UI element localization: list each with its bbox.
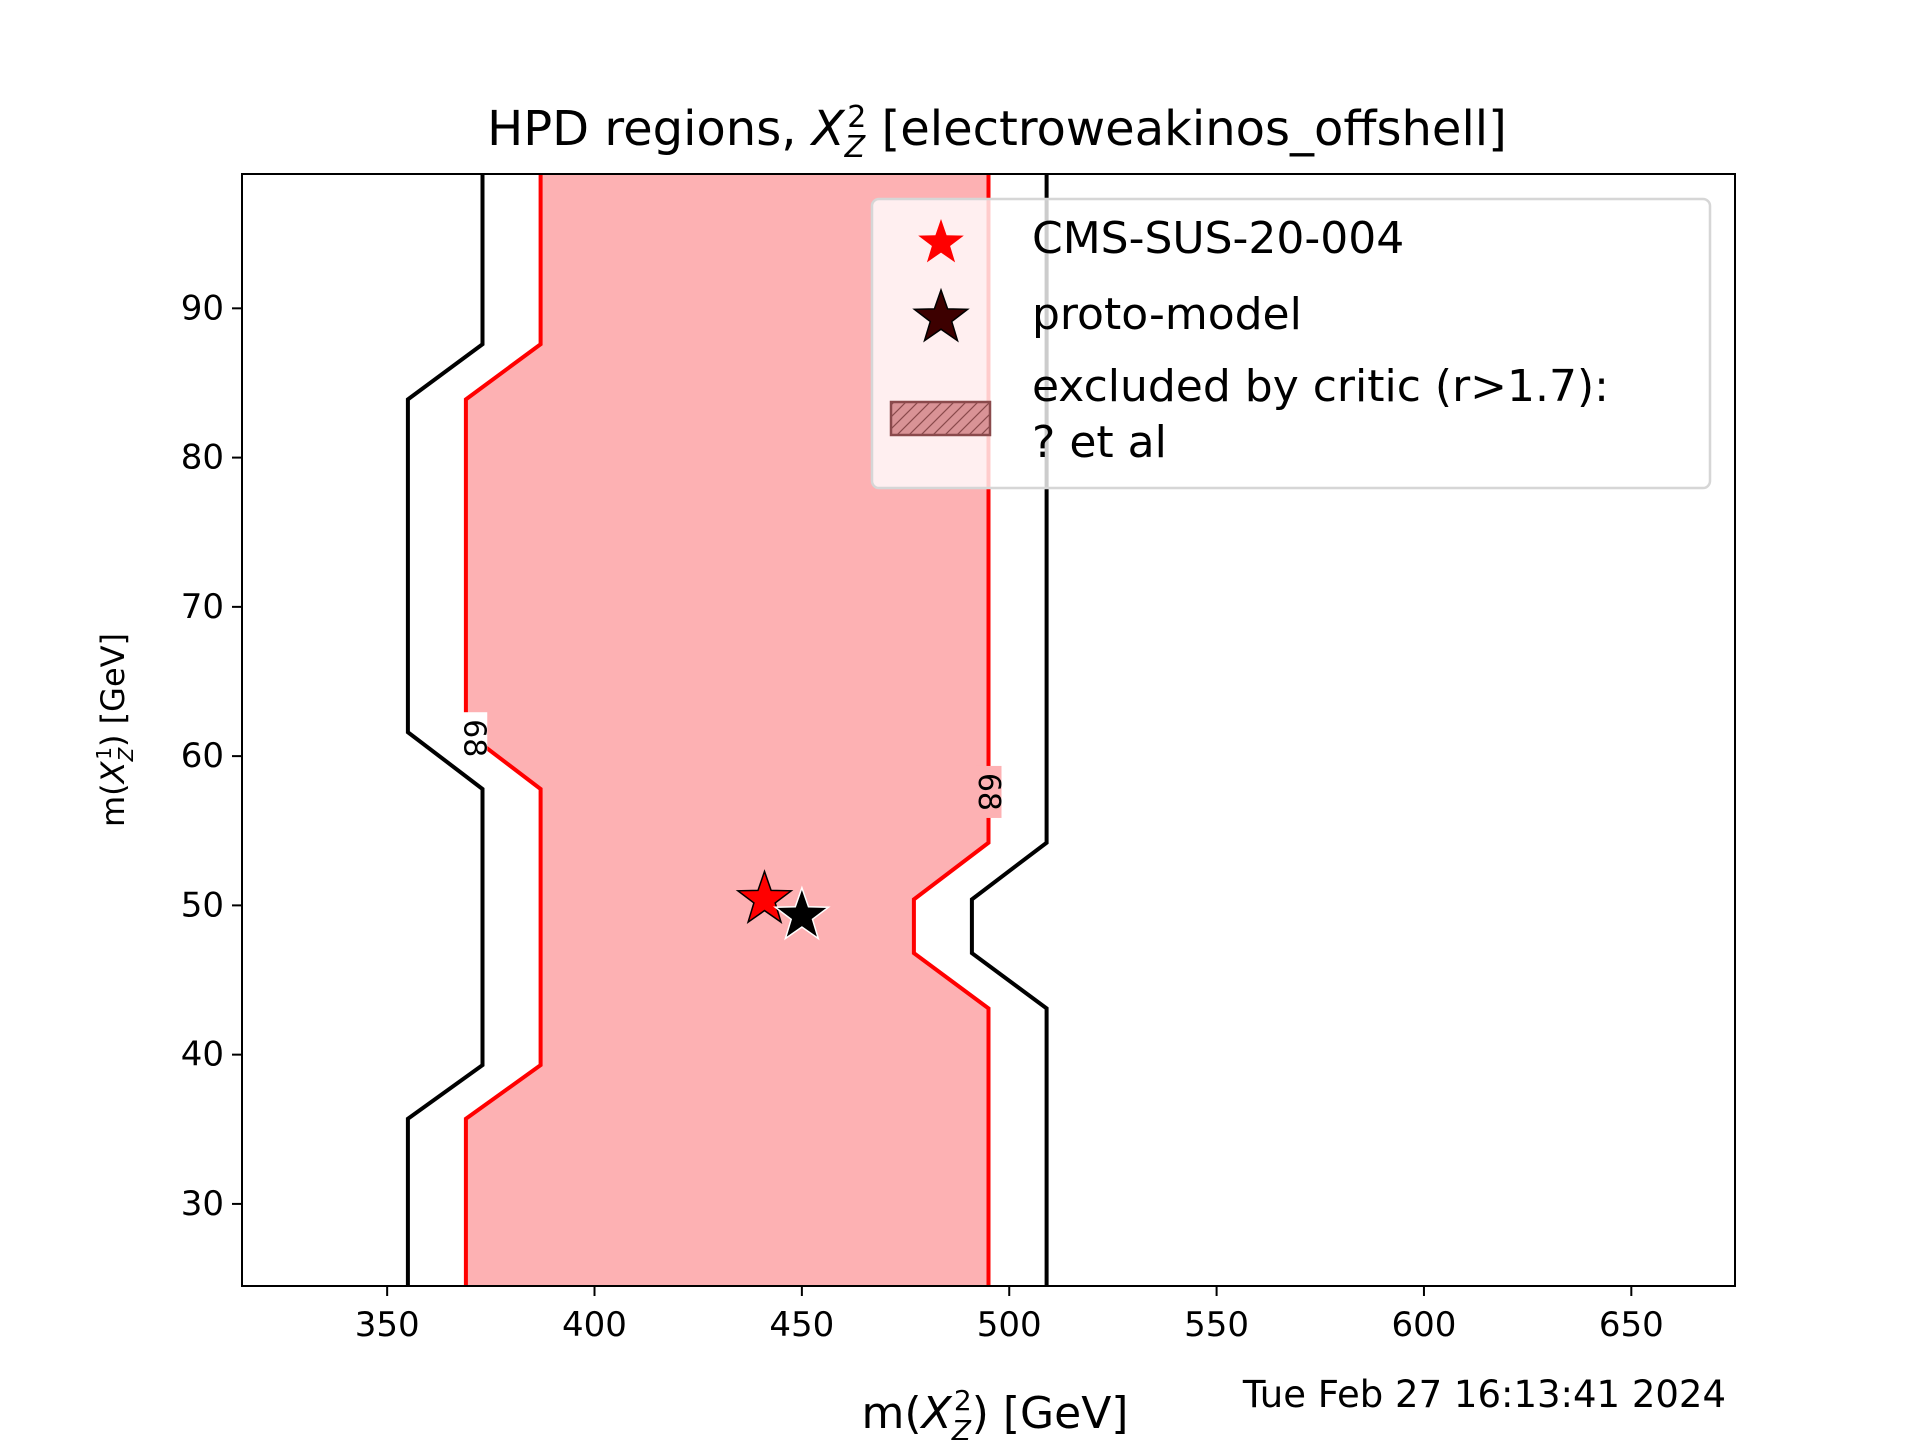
axes-frame (241, 173, 1736, 1287)
chart-title: HPD regions, XZ2 [electroweakinos_offshe… (487, 100, 1507, 165)
legend-label-cms: CMS-SUS-20-004 (1032, 213, 1404, 264)
proto-model-star (773, 885, 831, 941)
legend-proto-star-icon (912, 287, 970, 343)
contour-label-68: 68 (971, 773, 1006, 811)
y-axis-label: m(XZ1) [GeV] (92, 633, 138, 827)
legend: CMS-SUS-20-004 proto-model excluded by c… (870, 197, 1712, 490)
y-tick-label: 40 (181, 1035, 224, 1075)
contour-outer-left-line (405, 174, 485, 1286)
contour-68-right-line (911, 174, 991, 1286)
contour-label-bg (975, 765, 1002, 818)
hpd-68-region (465, 174, 989, 1286)
contour-label-68: 68 (457, 719, 492, 757)
x-tick-label: 400 (562, 1305, 627, 1345)
x-tick-label: 650 (1599, 1305, 1664, 1345)
cms-sus-20-004-star (735, 869, 794, 924)
y-tick-label: 50 (181, 885, 224, 925)
x-tick-label: 600 (1392, 1305, 1457, 1345)
x-tick-label: 450 (769, 1305, 834, 1345)
y-tick-label: 90 (181, 288, 224, 328)
timestamp: Tue Feb 27 16:13:41 2024 (1242, 1373, 1726, 1416)
plot-area: 68 68 (405, 174, 1049, 1286)
legend-label-proto: proto-model (1032, 289, 1302, 340)
legend-label-excluded: excluded by critic (r>1.7): (1032, 361, 1609, 412)
legend-label-et-al: ? et al (1032, 417, 1167, 468)
y-tick-label: 60 (181, 736, 224, 776)
legend-hatch-swatch (889, 400, 992, 437)
legend-box (870, 197, 1712, 490)
y-axis: 30 40 50 60 70 80 90 (181, 288, 242, 1224)
x-axis: 350 400 450 500 550 600 650 (355, 1286, 1664, 1345)
x-tick-label: 550 (1184, 1305, 1249, 1345)
y-tick-label: 80 (181, 438, 224, 478)
contour-label-bg (461, 712, 488, 765)
y-tick-label: 30 (181, 1184, 224, 1224)
x-tick-label: 500 (977, 1305, 1042, 1345)
y-tick-label: 70 (181, 587, 224, 627)
legend-cms-star-icon (918, 219, 964, 263)
x-axis-label: m(XZ2) [GeV] (862, 1384, 1129, 1440)
contour-outer-right-line (969, 174, 1049, 1286)
contour-68-left-line (463, 174, 543, 1286)
x-tick-label: 350 (355, 1305, 420, 1345)
